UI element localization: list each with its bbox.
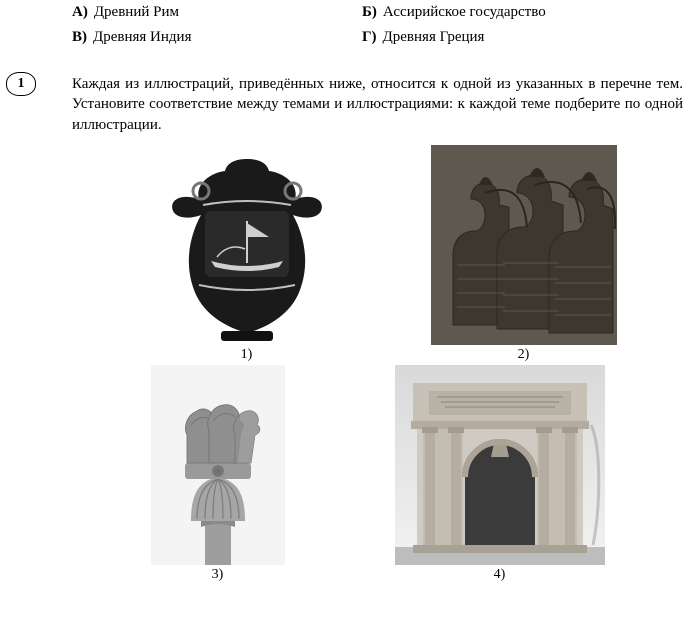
option-g-marker: Г) <box>362 29 377 46</box>
illustration-3: 3) <box>151 365 285 583</box>
option-b-label: Ассирийское государство <box>383 4 546 21</box>
question-number: 1 <box>18 76 25 92</box>
illustrations-row-2: 3) <box>72 365 683 583</box>
option-b-marker: Б) <box>362 4 377 21</box>
option-a-marker: А) <box>72 4 88 21</box>
illustrations-grid: 1) <box>72 145 683 583</box>
illustration-1: 1) <box>139 145 355 363</box>
illustration-1-caption: 1) <box>241 347 253 363</box>
option-v: В) Древняя Индия <box>72 29 362 46</box>
options-row-1: А) Древний Рим Б) Ассирийское государств… <box>72 4 699 21</box>
option-g-label: Древняя Греция <box>383 29 485 46</box>
option-b: Б) Ассирийское государство <box>362 4 546 21</box>
question-text: Каждая из иллюстраций, приведённых ниже,… <box>72 74 683 135</box>
illustrations-row-1: 1) <box>72 145 683 363</box>
assyrian-relief-image <box>431 145 617 345</box>
roman-arch-image <box>395 365 605 565</box>
ashoka-capital-image <box>151 365 285 565</box>
illustration-2-caption: 2) <box>518 347 530 363</box>
illustration-4-caption: 4) <box>494 567 506 583</box>
answer-options: А) Древний Рим Б) Ассирийское государств… <box>72 4 699 46</box>
greek-vase-image <box>139 145 355 345</box>
question-block: 1 Каждая из иллюстраций, приведённых ниж… <box>0 74 699 583</box>
illustration-3-caption: 3) <box>212 567 224 583</box>
question-number-badge: 1 <box>6 72 36 96</box>
illustration-2: 2) <box>431 145 617 363</box>
option-v-marker: В) <box>72 29 87 46</box>
illustration-4: 4) <box>395 365 605 583</box>
option-v-label: Древняя Индия <box>93 29 191 46</box>
options-row-2: В) Древняя Индия Г) Древняя Греция <box>72 29 699 46</box>
option-a-label: Древний Рим <box>94 4 179 21</box>
option-g: Г) Древняя Греция <box>362 29 484 46</box>
option-a: А) Древний Рим <box>72 4 362 21</box>
